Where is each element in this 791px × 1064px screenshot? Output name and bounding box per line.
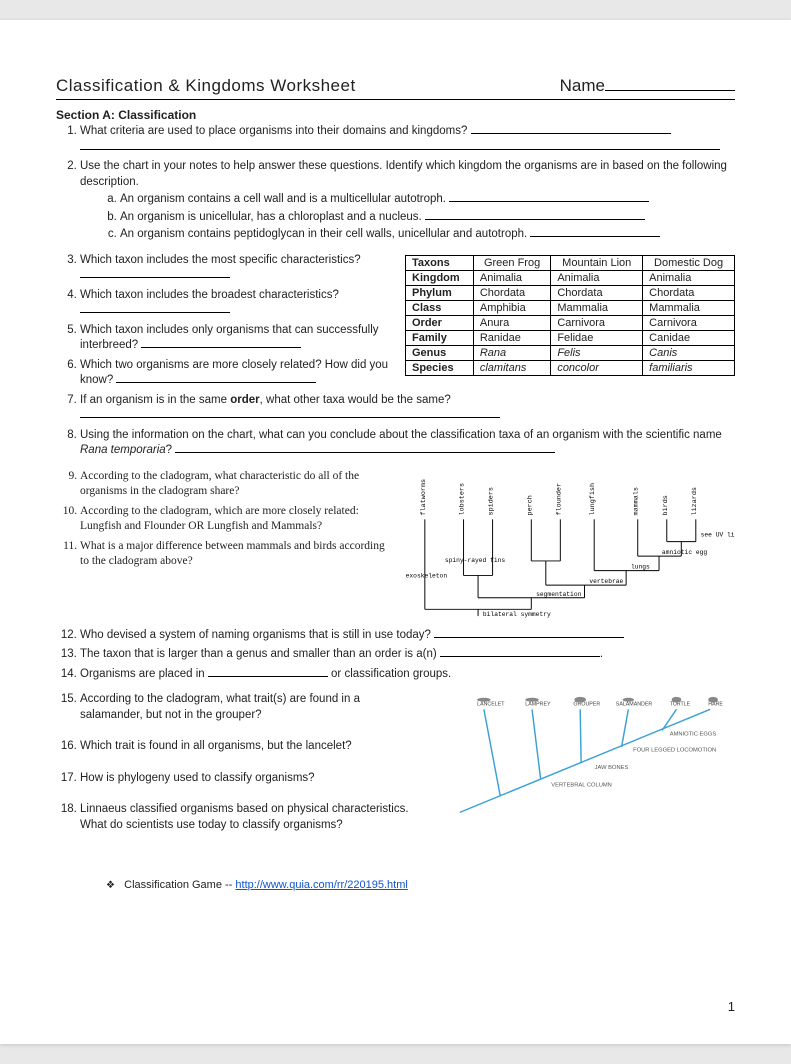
name-blank[interactable]: [605, 79, 735, 91]
table-row: Taxons Green Frog Mountain Lion Domestic…: [406, 255, 735, 270]
svg-text:vertebrae: vertebrae: [589, 578, 623, 585]
questions-7-8: If an organism is in the same order, wha…: [56, 393, 735, 459]
page-number: 1: [728, 999, 735, 1014]
cladogram-2: LANCELET LAMPREY GROUPER SALAMANDER TURT…: [435, 692, 735, 825]
game-link[interactable]: http://www.quia.com/rr/220195.html: [235, 879, 407, 891]
question-list: What criteria are used to place organism…: [56, 124, 735, 243]
game-link-row: ❖ Classification Game -- http://www.quia…: [56, 879, 735, 891]
q7: If an organism is in the same order, wha…: [80, 393, 735, 424]
svg-text:perch: perch: [526, 495, 534, 515]
svg-text:FOUR LEGGED LOCOMOTION: FOUR LEGGED LOCOMOTION: [633, 748, 716, 754]
svg-text:LANCELET: LANCELET: [477, 702, 505, 708]
section-a-heading: Section A: Classification: [56, 108, 735, 122]
questions-12-14: Who devised a system of naming organisms…: [56, 628, 735, 683]
diamond-icon: ❖: [106, 880, 115, 891]
q12: Who devised a system of naming organisms…: [80, 628, 735, 644]
taxon-table: Taxons Green Frog Mountain Lion Domestic…: [405, 255, 735, 376]
header-row: Classification & Kingdoms Worksheet Name: [56, 76, 735, 100]
svg-text:bilateral symmetry: bilateral symmetry: [483, 611, 551, 618]
q13: The taxon that is larger than a genus an…: [80, 647, 735, 663]
svg-text:spiders: spiders: [488, 487, 496, 515]
svg-text:segmentation: segmentation: [536, 591, 581, 598]
svg-text:SALAMANDER: SALAMANDER: [616, 702, 653, 708]
svg-text:amniotic egg: amniotic egg: [662, 549, 707, 556]
svg-text:JAW BONES: JAW BONES: [595, 765, 629, 771]
worksheet-title: Classification & Kingdoms Worksheet: [56, 76, 356, 96]
svg-text:HARE: HARE: [708, 702, 723, 708]
svg-text:VERTEBRAL COLUMN: VERTEBRAL COLUMN: [551, 783, 612, 789]
svg-text:lungs: lungs: [631, 563, 650, 570]
svg-text:lizards: lizards: [691, 487, 699, 515]
svg-text:lungfish: lungfish: [589, 483, 597, 515]
svg-text:LAMPREY: LAMPREY: [525, 702, 551, 708]
page: Classification & Kingdoms Worksheet Name…: [0, 20, 791, 1044]
q2b: An organism is unicellular, has a chloro…: [120, 210, 735, 226]
svg-text:mammals: mammals: [633, 487, 641, 515]
cladogram-1: flatworms lobsters spiders perch flounde…: [405, 469, 735, 622]
svg-text:spiny-rayed fins: spiny-rayed fins: [445, 557, 506, 564]
q2c: An organism contains peptidoglycan in th…: [120, 227, 735, 243]
svg-text:GROUPER: GROUPER: [573, 702, 600, 708]
svg-text:AMNIOTIC EGGS: AMNIOTIC EGGS: [670, 732, 717, 738]
q14: Organisms are placed in or classificatio…: [80, 667, 735, 683]
svg-text:molt exoskeleton: molt exoskeleton: [405, 572, 447, 579]
svg-text:birds: birds: [662, 495, 670, 515]
q2: Use the chart in your notes to help answ…: [80, 159, 735, 243]
q2-subs: An organism contains a cell wall and is …: [80, 192, 735, 243]
svg-text:lobsters: lobsters: [459, 483, 467, 515]
svg-text:see UV light: see UV light: [701, 532, 735, 539]
svg-text:TURTLE: TURTLE: [670, 702, 691, 708]
name-field: Name: [560, 76, 735, 96]
svg-text:flounder: flounder: [555, 483, 563, 515]
q2a: An organism contains a cell wall and is …: [120, 192, 735, 208]
q8: Using the information on the chart, what…: [80, 428, 735, 459]
q1: What criteria are used to place organism…: [80, 124, 735, 155]
svg-text:flatworms: flatworms: [420, 479, 428, 516]
